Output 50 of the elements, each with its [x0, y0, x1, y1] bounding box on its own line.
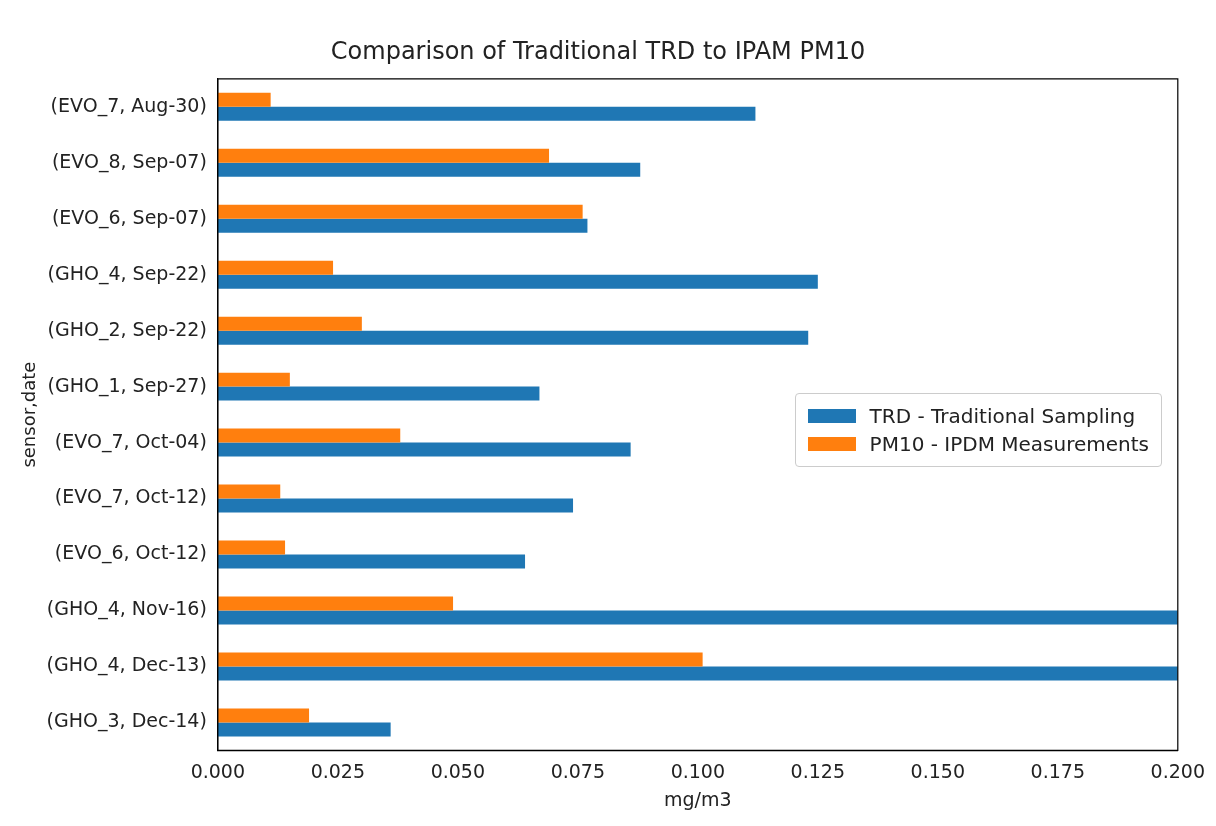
x-tick-label: 0.150 — [910, 759, 966, 782]
bar — [217, 666, 1178, 681]
y-axis-title: sensor,date — [18, 361, 40, 468]
y-tick-label: (GHO_1, Sep-27) — [47, 373, 207, 397]
y-tick-label: (EVO_6, Oct-12) — [54, 541, 207, 565]
bar — [217, 386, 540, 401]
bar — [217, 708, 310, 723]
x-axis-title: mg/m3 — [664, 787, 732, 810]
y-tick-label: (EVO_8, Sep-07) — [51, 149, 207, 173]
bar — [217, 204, 583, 219]
bar — [217, 372, 290, 387]
y-tick-label: (GHO_3, Dec-14) — [46, 709, 207, 733]
legend-label: TRD - Traditional Sampling — [869, 404, 1136, 428]
bar — [217, 442, 631, 457]
x-tick-label: 0.100 — [670, 759, 726, 782]
x-tick-label: 0.125 — [790, 759, 846, 782]
y-tick-label: (GHO_4, Dec-13) — [46, 653, 207, 677]
x-tick-label: 0.050 — [430, 759, 486, 782]
bar — [217, 652, 703, 667]
bar — [217, 316, 362, 331]
bar — [217, 274, 818, 289]
x-tick-label: 0.025 — [310, 759, 366, 782]
bar — [217, 162, 641, 177]
bar — [217, 148, 550, 163]
bar — [217, 260, 334, 275]
bar — [217, 106, 756, 121]
y-tick-label: (GHO_4, Nov-16) — [46, 597, 207, 621]
y-tick-label: (GHO_4, Sep-22) — [47, 261, 207, 285]
y-tick-label: (EVO_7, Oct-04) — [54, 429, 207, 453]
x-tick-label: 0.175 — [1030, 759, 1086, 782]
bar — [217, 596, 454, 611]
x-tick-label: 0.000 — [190, 759, 246, 782]
bar — [217, 610, 1178, 625]
y-tick-label: (GHO_2, Sep-22) — [47, 317, 207, 341]
bar — [217, 218, 588, 233]
bar — [217, 722, 391, 737]
bar — [217, 330, 809, 345]
bar — [217, 484, 281, 499]
x-tick-label: 0.200 — [1150, 759, 1206, 782]
bar — [217, 498, 574, 513]
y-tick-label: (EVO_7, Aug-30) — [50, 93, 207, 117]
bar — [217, 428, 401, 443]
bar — [217, 554, 526, 569]
chart-title: Comparison of Traditional TRD to IPAM PM10 — [330, 36, 866, 65]
y-tick-label: (EVO_6, Sep-07) — [51, 205, 207, 229]
bar — [217, 92, 271, 107]
y-tick-label: (EVO_7, Oct-12) — [54, 485, 207, 509]
bar — [217, 540, 286, 555]
x-tick-label: 0.075 — [550, 759, 606, 782]
legend-label: PM10 - IPDM Measurements — [869, 432, 1149, 456]
